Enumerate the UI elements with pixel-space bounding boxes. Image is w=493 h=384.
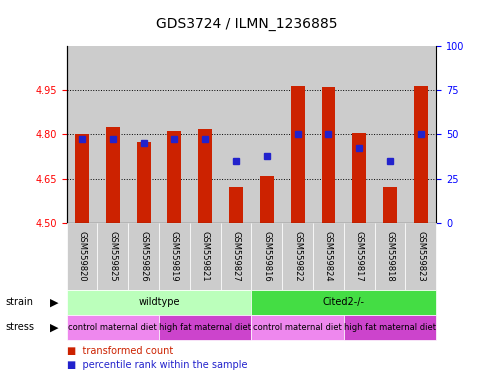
Bar — [75, 134, 89, 223]
Text: GSM559823: GSM559823 — [417, 231, 425, 282]
Bar — [251, 46, 282, 223]
Text: high fat maternal diet: high fat maternal diet — [344, 323, 436, 332]
Text: GSM559822: GSM559822 — [293, 231, 302, 281]
Bar — [260, 175, 274, 223]
Text: GSM559818: GSM559818 — [386, 231, 394, 282]
Bar — [414, 86, 428, 223]
Text: GSM559819: GSM559819 — [170, 231, 179, 281]
Text: ■  percentile rank within the sample: ■ percentile rank within the sample — [67, 360, 247, 370]
Text: stress: stress — [5, 322, 34, 333]
Bar — [405, 46, 436, 223]
Text: ■  transformed count: ■ transformed count — [67, 346, 173, 356]
Bar — [168, 131, 181, 223]
Text: ▶: ▶ — [50, 297, 59, 308]
Bar — [375, 46, 405, 223]
Bar — [321, 87, 335, 223]
Bar — [198, 129, 212, 223]
Text: high fat maternal diet: high fat maternal diet — [159, 323, 251, 332]
Bar — [282, 46, 313, 223]
Text: GSM559820: GSM559820 — [77, 231, 86, 281]
Text: Cited2-/-: Cited2-/- — [323, 297, 365, 308]
Bar — [221, 46, 251, 223]
Text: ▶: ▶ — [50, 322, 59, 333]
Text: wildtype: wildtype — [138, 297, 180, 308]
Text: GSM559825: GSM559825 — [108, 231, 117, 281]
Bar — [98, 46, 128, 223]
Text: control maternal diet: control maternal diet — [253, 323, 342, 332]
Bar — [128, 46, 159, 223]
Bar — [137, 142, 150, 223]
Bar — [106, 127, 120, 223]
Text: GSM559827: GSM559827 — [232, 231, 241, 282]
Text: GSM559826: GSM559826 — [139, 231, 148, 282]
Bar — [291, 86, 305, 223]
Bar — [383, 187, 397, 223]
Text: GSM559824: GSM559824 — [324, 231, 333, 281]
Bar — [313, 46, 344, 223]
Bar — [159, 46, 190, 223]
Text: GSM559821: GSM559821 — [201, 231, 210, 281]
Text: GSM559817: GSM559817 — [355, 231, 364, 282]
Bar — [190, 46, 221, 223]
Text: control maternal diet: control maternal diet — [69, 323, 157, 332]
Bar — [67, 46, 98, 223]
Bar — [229, 187, 243, 223]
Text: GSM559816: GSM559816 — [262, 231, 271, 282]
Text: strain: strain — [5, 297, 33, 308]
Bar — [344, 46, 375, 223]
Text: GDS3724 / ILMN_1236885: GDS3724 / ILMN_1236885 — [156, 17, 337, 31]
Bar — [352, 133, 366, 223]
